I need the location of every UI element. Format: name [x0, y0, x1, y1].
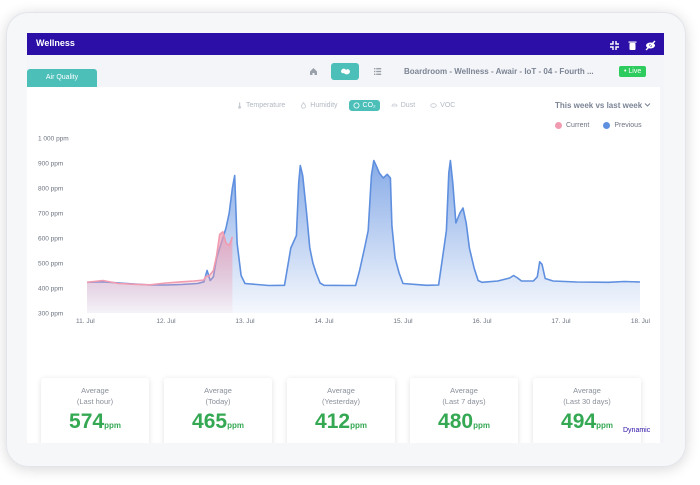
series-area-current [87, 231, 233, 313]
average-card-last-30-days: Average (Last 30 days) 494ppm [533, 378, 641, 443]
average-card-last-hour: Average (Last hour) 574ppm [41, 378, 149, 443]
tab-air-quality[interactable]: Air Quality [27, 69, 97, 87]
average-period: (Last 7 days) [442, 397, 486, 406]
map-view-button[interactable] [331, 63, 359, 80]
fullscreen-exit-icon[interactable] [609, 38, 620, 50]
average-value: 480 [438, 410, 474, 433]
sensor-tab-label: Humidity [310, 102, 338, 109]
average-period: (Last 30 days) [563, 397, 611, 406]
chart-panel: 300 ppm 400 ppm 500 ppm 600 ppm 700 ppm 800 p… [27, 87, 660, 443]
average-value: 465 [192, 410, 228, 433]
y-tick-label: 300 ppm [38, 311, 63, 318]
sensor-tab-temperature[interactable]: Temperature [232, 100, 289, 111]
y-tick-label: 500 ppm [38, 261, 63, 268]
breadcrumb: Boardroom - Wellness - Awair - IoT - 04 … [404, 67, 594, 76]
voc-icon [430, 102, 437, 109]
legend-dot-current [555, 122, 562, 129]
window-title: Wellness [36, 38, 75, 48]
x-tick-label: 12. Jul [156, 318, 176, 325]
range-select[interactable]: This week vs last week [555, 101, 651, 110]
average-label: Average [573, 386, 601, 395]
co2-chart: 300 ppm 400 ppm 500 ppm 600 ppm 700 ppm 800 p… [38, 136, 651, 326]
dust-icon [391, 102, 398, 109]
x-tick-label: 14. Jul [314, 318, 334, 325]
chart-legend: Current Previous [555, 122, 642, 129]
average-value: 494 [561, 410, 597, 433]
y-tick-label: 400 ppm [38, 286, 63, 293]
sensor-tab-label: Temperature [246, 102, 286, 109]
tab-strip: Air Quality Boardroom - Wellness - Awair… [27, 55, 664, 87]
sensor-tab-label: Dust [400, 102, 416, 109]
y-tick-label: 1 000 ppm [38, 136, 69, 143]
legend-label: Current [566, 122, 590, 129]
y-tick-label: 600 ppm [38, 236, 63, 243]
average-label: Average [81, 386, 109, 395]
series-line-previous [86, 159, 641, 287]
y-tick-label: 800 ppm [38, 186, 63, 193]
legend-label: Previous [614, 122, 642, 129]
average-label: Average [450, 386, 478, 395]
legend-dot-previous [603, 122, 611, 129]
sensor-tab-co2[interactable]: CO₂ [348, 100, 380, 111]
sensor-tab-humidity[interactable]: Humidity [296, 100, 341, 111]
average-value: 574 [69, 410, 105, 433]
thermometer-icon [236, 102, 243, 109]
legend-item-current[interactable]: Current [555, 122, 589, 129]
droplet-icon [300, 101, 307, 109]
sensor-tabs: Temperature Humidity CO₂ Dust VOC [232, 100, 459, 111]
home-button[interactable] [299, 63, 327, 80]
app-screen: Wellness Air Quality [27, 33, 664, 443]
average-cards: Average (Last hour) 574ppm Average (Toda… [41, 378, 641, 443]
series-line-current [86, 231, 234, 286]
average-unit: ppm [227, 421, 244, 430]
y-tick-label: 700 ppm [38, 211, 63, 218]
average-card-today: Average (Today) 465ppm [164, 378, 272, 443]
average-label: Average [327, 386, 355, 395]
x-tick-label: 16. Jul [472, 318, 492, 325]
average-unit: ppm [104, 421, 121, 430]
x-tick-label: 13. Jul [235, 318, 255, 325]
average-card-last-7-days: Average (Last 7 days) 480ppm [410, 378, 518, 443]
dynamic-mode-link[interactable]: Dynamic [623, 427, 651, 434]
average-card-yesterday: Average (Yesterday) 412ppm [287, 378, 395, 443]
average-unit: ppm [473, 421, 490, 430]
range-select-value: This week vs last week [555, 101, 643, 110]
sensor-tab-label: VOC [440, 102, 456, 109]
x-tick-label: 11. Jul [76, 318, 95, 325]
trash-icon[interactable] [627, 38, 638, 50]
window-titlebar: Wellness [27, 33, 664, 55]
x-tick-label: 18. Jul [631, 318, 651, 325]
average-period: (Yesterday) [321, 397, 361, 406]
legend-item-previous[interactable]: Previous [603, 122, 642, 129]
chevron-down-icon [644, 101, 651, 110]
list-view-button[interactable] [363, 63, 391, 80]
x-tick-label: 17. Jul [551, 318, 571, 325]
co2-icon [353, 102, 360, 109]
live-badge: • Live [619, 66, 647, 77]
y-tick-label: 900 ppm [38, 161, 63, 168]
average-period: (Last hour) [76, 397, 114, 406]
map-icon [340, 63, 351, 81]
average-unit: ppm [596, 421, 613, 430]
sensor-tab-dust[interactable]: Dust [387, 100, 419, 111]
sensor-tab-label: CO₂ [362, 102, 376, 109]
average-unit: ppm [350, 421, 367, 430]
sensor-tab-voc[interactable]: VOC [426, 100, 459, 111]
home-icon [309, 63, 318, 81]
average-value: 412 [315, 410, 351, 433]
list-icon [373, 63, 382, 81]
visibility-off-icon[interactable] [645, 38, 656, 51]
average-label: Average [204, 386, 232, 395]
average-period: (Today) [205, 397, 231, 406]
x-tick-label: 15. Jul [393, 318, 413, 325]
